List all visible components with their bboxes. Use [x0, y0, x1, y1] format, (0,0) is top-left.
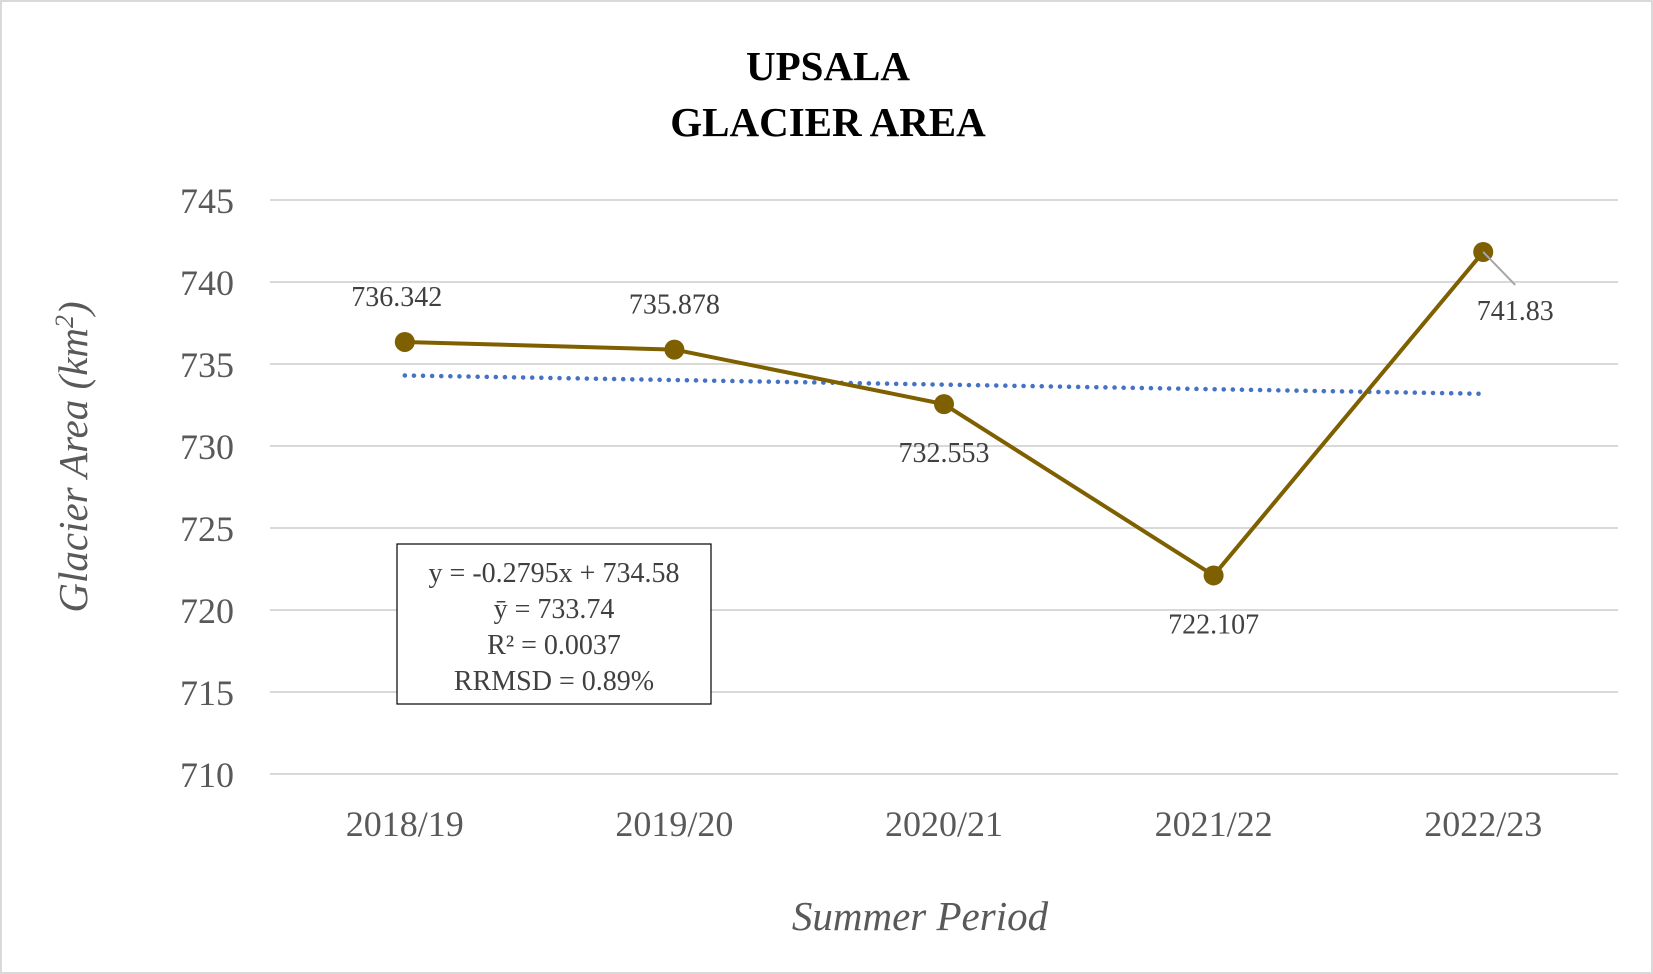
y-axis-label-close: ) [50, 301, 96, 317]
y-tick-label-720: 720 [180, 591, 234, 631]
x-tick-label-2019-20: 2019/20 [615, 804, 733, 844]
y-tick-label-715: 715 [180, 673, 234, 713]
stats-r-squared: R² = 0.0037 [487, 630, 621, 661]
data-label-2022-23: 741.83 [1477, 296, 1554, 327]
y-axis-ticks: 710 715 720 725 730 735 740 745 [180, 181, 234, 795]
y-tick-label-740: 740 [180, 263, 234, 303]
x-tick-label-2022-23: 2022/23 [1424, 804, 1542, 844]
x-tick-label-2018-19: 2018/19 [346, 804, 464, 844]
stats-box-border [396, 543, 712, 705]
stats-mean: ȳ = 733.74 [494, 594, 615, 625]
x-tick-label-2021-22: 2021/22 [1155, 804, 1273, 844]
y-tick-label-710: 710 [180, 755, 234, 795]
data-label-2021-22: 722.107 [1168, 609, 1259, 640]
trendline [402, 373, 1486, 397]
data-point-2018-19 [394, 331, 415, 352]
x-axis-label: Summer Period [792, 893, 1049, 939]
data-label-2019-20: 735.878 [629, 290, 720, 321]
y-tick-label-730: 730 [180, 427, 234, 467]
y-axis-label: Glacier Area (km2) [50, 301, 96, 612]
data-series [394, 241, 1494, 586]
data-label-2018-19: 736.342 [351, 282, 442, 313]
y-axis-label-main: Glacier Area (km [50, 328, 96, 613]
y-axis-label-sup: 2 [50, 315, 79, 328]
regression-stats-box: y = -0.2795x + 734.58 ȳ = 733.74 R² = 0.… [396, 543, 712, 705]
y-tick-label-725: 725 [180, 509, 234, 549]
y-tick-label-735: 735 [180, 345, 234, 385]
data-label-leader-line [1482, 251, 1516, 286]
stats-equation: y = -0.2795x + 734.58 [429, 558, 680, 589]
y-tick-label-745: 745 [180, 181, 234, 221]
data-point-2021-22 [1203, 565, 1224, 586]
data-point-2020-21 [934, 394, 954, 415]
data-label-2020-21: 732.553 [899, 438, 990, 469]
chart-title-line1: UPSALA [746, 43, 910, 89]
data-point-2019-20 [664, 339, 685, 360]
chart-title-line2: GLACIER AREA [670, 99, 986, 145]
x-axis-ticks: 2018/19 2019/20 2020/21 2021/22 2022/23 [346, 804, 1542, 844]
trendline-path [402, 373, 1486, 397]
x-tick-label-2020-21: 2020/21 [885, 804, 1003, 844]
stats-rrmsd: RRMSD = 0.89% [454, 666, 654, 697]
data-labels: 736.342 735.878 732.553 722.107 741.83 [351, 251, 1554, 640]
